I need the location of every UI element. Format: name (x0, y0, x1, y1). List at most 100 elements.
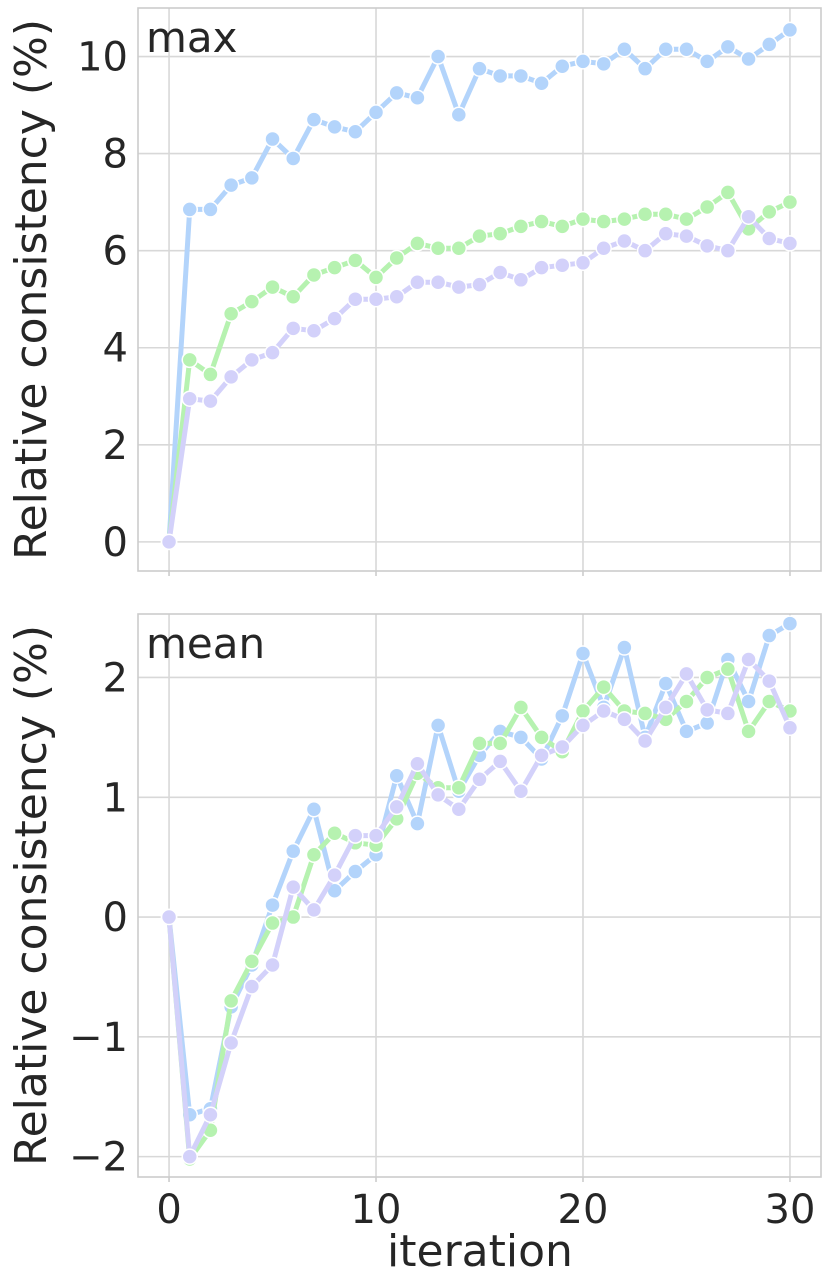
max-data-point (491, 264, 509, 281)
max-data-point (222, 305, 240, 323)
mean-data-point (409, 755, 426, 772)
max-data-point (657, 206, 675, 223)
max-data-point (574, 53, 592, 70)
mean-y-tick-label: 1 (103, 775, 128, 821)
mean-panel-title: mean (146, 619, 265, 668)
max-y-tick-label: 10 (77, 35, 128, 81)
max-data-point (181, 351, 198, 369)
mean-x-tick-label: 20 (558, 1187, 609, 1233)
max-data-point (595, 55, 612, 73)
max-series-line (166, 214, 793, 545)
max-data-point (160, 533, 178, 551)
max-data-point (554, 218, 571, 235)
max-data-point (450, 106, 468, 124)
mean-data-point (781, 719, 799, 737)
mean-data-point (533, 729, 550, 746)
max-data-point (533, 74, 550, 92)
max-data-point (636, 242, 654, 259)
mean-data-point (595, 702, 612, 720)
max-data-point (491, 225, 509, 242)
max-data-point (429, 239, 447, 257)
mean-data-point (181, 1148, 198, 1165)
mean-data-point (698, 701, 716, 719)
max-data-point (326, 310, 343, 327)
mean-y-tick-label: 2 (103, 655, 128, 701)
mean-data-point (243, 953, 261, 970)
max-data-point (491, 67, 509, 85)
mean-data-point (264, 956, 281, 974)
mean-series-1 (160, 615, 799, 1123)
mean-data-point (781, 615, 799, 632)
mean-y-tick-label: −2 (69, 1135, 128, 1181)
max-y-axis-label: Relative consistency (%) (6, 19, 57, 560)
mean-data-point (761, 627, 778, 644)
mean-data-point (554, 707, 571, 725)
mean-data-point (202, 1106, 219, 1123)
mean-data-point (678, 693, 695, 710)
max-data-point (761, 36, 778, 53)
mean-y-axis-label: Relative consistency (%) (6, 625, 57, 1166)
max-data-point (284, 320, 302, 337)
mean-data-point (574, 645, 592, 662)
mean-data-point (388, 767, 405, 784)
max-data-point (616, 41, 633, 58)
max-panel-title: max (146, 13, 238, 62)
mean-y-tick-label: 0 (103, 895, 128, 941)
max-data-point (347, 252, 364, 269)
mean-data-point (657, 699, 675, 716)
max-data-point (471, 276, 488, 293)
max-data-point (719, 184, 737, 201)
mean-data-point (740, 693, 757, 710)
mean-data-point (636, 732, 654, 750)
mean-data-point (533, 747, 550, 764)
max-data-point (409, 89, 426, 107)
mean-data-point (616, 639, 633, 656)
panel-max: 0 2 4 6 8 10 Relative consistency (%) max (6, 7, 822, 576)
max-data-point (471, 60, 488, 77)
max-data-point (554, 57, 571, 75)
max-data-point (284, 288, 302, 306)
max-data-point (409, 273, 426, 291)
max-data-point (429, 48, 447, 65)
max-data-point (657, 225, 675, 242)
max-data-point (388, 84, 405, 102)
max-data-point (264, 278, 281, 296)
mean-plot-frame (137, 613, 822, 1178)
max-data-point (367, 104, 385, 121)
max-data-point (533, 259, 550, 276)
mean-series-line (166, 657, 793, 1160)
mean-data-point (471, 735, 488, 752)
max-data-point (554, 256, 571, 274)
max-data-point (367, 290, 385, 308)
max-data-point (202, 392, 219, 410)
max-data-point (409, 235, 426, 252)
max-data-point (326, 259, 343, 276)
max-data-point (616, 232, 633, 250)
max-data-point (657, 41, 675, 58)
mean-data-point (243, 978, 261, 995)
max-data-point (326, 118, 343, 136)
mean-data-point (761, 672, 778, 690)
max-data-point (243, 351, 261, 369)
max-data-point (740, 50, 757, 68)
max-data-point (512, 271, 530, 289)
max-data-point (533, 213, 550, 230)
mean-data-point (512, 783, 530, 800)
max-data-point (781, 193, 799, 211)
mean-data-point (264, 914, 281, 932)
max-data-point (512, 67, 530, 85)
max-y-tick-label: 0 (103, 520, 128, 566)
max-data-point (761, 203, 778, 221)
max-data-point (678, 41, 695, 58)
max-data-point (719, 38, 737, 56)
max-data-point (740, 208, 757, 225)
max-y-tick-label: 4 (103, 326, 128, 372)
max-series-2 (160, 184, 799, 551)
max-data-point (512, 218, 530, 235)
mean-data-point (698, 669, 716, 686)
mean-data-point (678, 723, 695, 740)
max-data-point (181, 390, 198, 407)
max-data-point (595, 239, 612, 257)
mean-data-point (512, 729, 530, 746)
mean-data-point (574, 702, 592, 720)
